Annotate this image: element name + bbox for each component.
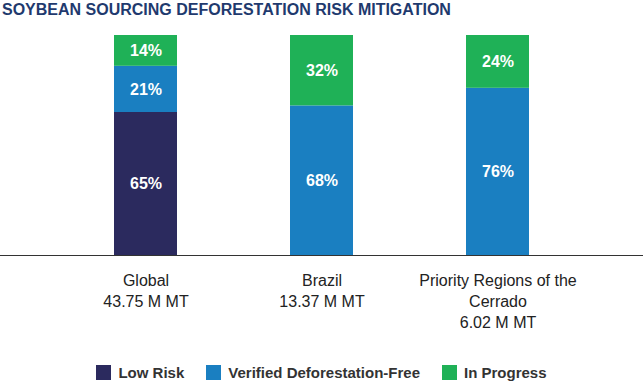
svg-text:Priority Regions of theCerrado: Priority Regions of theCerrado6.02 M MT bbox=[419, 272, 577, 331]
svg-text:14%: 14% bbox=[130, 42, 162, 59]
svg-text:21%: 21% bbox=[130, 81, 162, 98]
svg-text:68%: 68% bbox=[306, 172, 338, 189]
svg-text:24%: 24% bbox=[482, 53, 514, 70]
svg-text:32%: 32% bbox=[306, 62, 338, 79]
html-text:Verified Deforestation-Free: Verified Deforestation-Free bbox=[228, 363, 420, 381]
svg-text:76%: 76% bbox=[482, 163, 514, 180]
html-text:SOYBEAN SOURCING DEFORESTATION: SOYBEAN SOURCING DEFORESTATION RISK MITI… bbox=[2, 1, 451, 18]
html-text:In Progress: In Progress bbox=[464, 363, 547, 381]
svg-text:Global43.75 M MT: Global43.75 M MT bbox=[103, 272, 189, 310]
svg-text:65%: 65% bbox=[130, 175, 162, 192]
svg-text:Brazil13.37 M MT: Brazil13.37 M MT bbox=[279, 272, 365, 310]
html-text:Low Risk: Low Risk bbox=[118, 363, 185, 381]
